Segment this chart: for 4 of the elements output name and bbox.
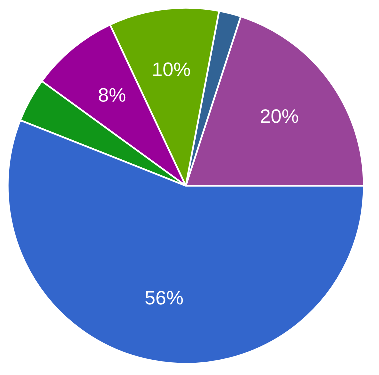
data-label: 20% <box>261 109 298 124</box>
data-label: 10% <box>154 62 190 76</box>
data-label: 56% <box>146 291 184 305</box>
data-label: 8% <box>99 88 126 102</box>
